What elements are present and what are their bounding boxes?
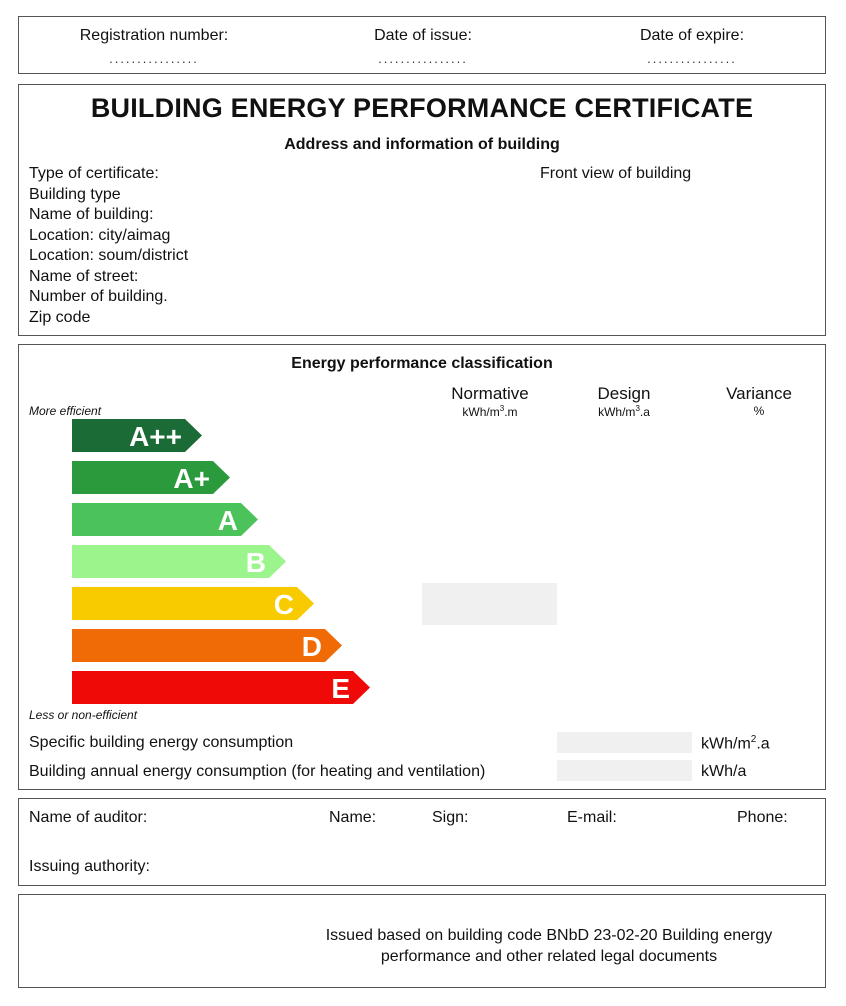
legal-basis-section: Issued based on building code BNbD 23-02… [18,894,826,988]
more-efficient-label: More efficient [29,404,102,418]
band-a-plus-plus-label: A++ [129,421,182,452]
certificate-subtitle: Address and information of building [284,136,560,153]
band-e-shape [72,671,370,704]
name-of-auditor-label: Name of auditor: [29,809,148,826]
auditor-sign-label: Sign: [432,809,469,826]
less-efficient-label: Less or non-efficient [29,708,138,722]
band-e: E [72,671,370,704]
energy-section-title: Energy performance classification [291,355,553,372]
field-name-of-street: Name of street: [29,267,139,285]
field-name-of-building: Name of building: [29,206,154,223]
auditor-phone-label: Phone: [737,809,788,826]
column-normative: Normative [451,384,529,403]
band-b-shape [72,545,286,578]
building-info-section: BUILDING ENERGY PERFORMANCE CERTIFICATE … [18,84,826,336]
band-a-plus-plus: A++ [72,419,202,452]
auditor-name-label: Name: [329,809,377,826]
auditor-section: Name of auditor: Name: Sign: E-mail: Pho… [18,798,826,886]
date-of-issue-label: Date of issue: [374,27,472,44]
normative-value-box [422,583,557,625]
band-d: D [72,629,342,662]
specific-consumption-value [557,732,692,753]
band-a-plus-label: A+ [173,463,210,494]
column-variance-unit: % [753,404,765,418]
date-of-issue-dots: ................ [378,51,468,66]
annual-consumption-value [557,760,692,781]
specific-consumption-unit: kWh/m2.a [701,734,770,753]
column-design-unit: kWh/m3.a [598,404,650,419]
column-variance: Variance [726,384,792,403]
band-c-shape [72,587,314,620]
band-c-arrow [72,587,314,620]
band-c: C [72,587,314,620]
band-d-arrow [72,629,342,662]
specific-consumption-label: Specific building energy consumption [29,734,294,751]
band-d-label: D [301,631,322,662]
column-normative-unit: kWh/m3.m [462,404,518,419]
band-c-label: C [273,589,294,620]
band-a-label: A [217,505,238,536]
band-b-arrow [72,545,286,578]
band-a-shape [72,503,258,536]
registration-number-label: Registration number: [79,27,229,44]
band-a-plus-arrow [72,461,230,494]
field-zip-code: Zip code [29,308,91,326]
field-number-of-building: Number of building. [29,288,168,305]
band-d-shape [72,629,342,662]
field-location-city: Location: city/aimag [29,226,171,244]
date-of-expire-label: Date of expire: [639,27,745,44]
certificate-title: BUILDING ENERGY PERFORMANCE CERTIFICATE [90,93,754,123]
band-a-plus: A+ [72,461,230,494]
annual-consumption-unit: kWh/a [701,763,747,780]
band-a-plus-plus-arrow [72,419,202,452]
band-a-plus-plus-shape [72,419,202,452]
front-view-label: Front view of building [540,165,692,182]
band-a-plus-shape [72,461,230,494]
band-a: A [72,503,258,536]
field-building-type: Building type [29,185,121,203]
auditor-email-label: E-mail: [567,809,617,826]
energy-classification-section: Energy performance classification Normat… [18,344,826,790]
field-type-of-certificate: Type of certificate: [29,165,159,182]
band-e-arrow [72,671,370,704]
field-location-district: Location: soum/district [29,247,189,264]
annual-consumption-label: Building annual energy consumption (for … [29,763,486,780]
registration-header: Registration number: ................ Da… [18,16,826,74]
legal-basis-text: Issued based on building code BNbD 23-02… [325,927,773,965]
band-e-label: E [331,673,350,704]
band-b-label: B [245,547,266,578]
registration-number-dots: ................ [109,51,199,66]
band-b: B [72,545,286,578]
column-design: Design [597,384,651,403]
date-of-expire-dots: ................ [647,51,737,66]
band-a-arrow [72,503,258,536]
issuing-authority-label: Issuing authority: [29,858,150,875]
